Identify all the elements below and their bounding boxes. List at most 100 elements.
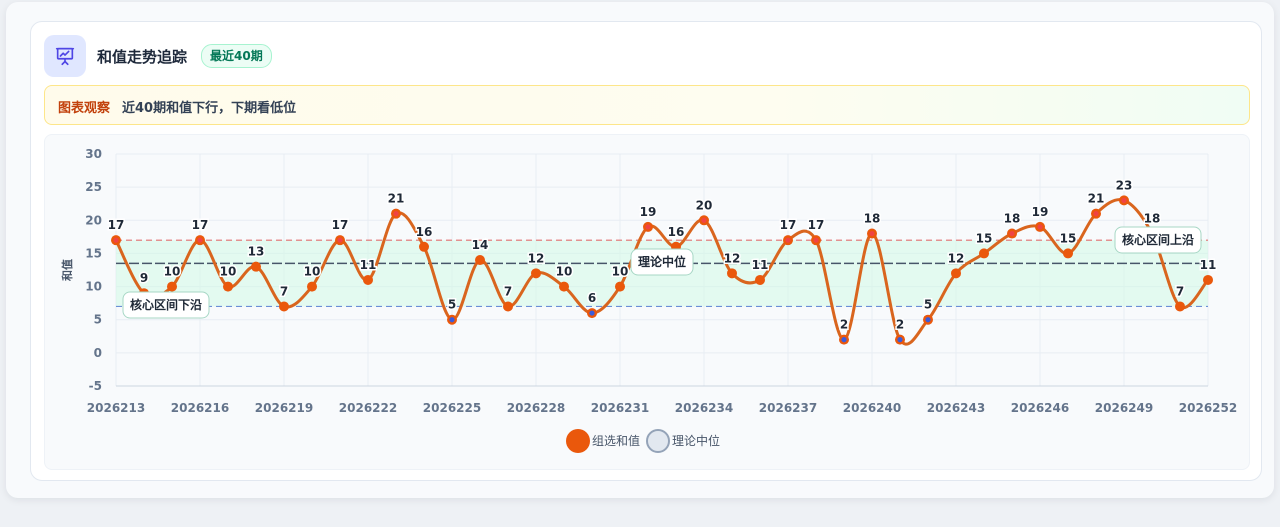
observation-text: 近40期和值下行，下期看低位 <box>122 101 297 116</box>
data-label: 20 <box>696 198 713 212</box>
card-title: 和值走势追踪 <box>97 48 188 66</box>
data-point-core <box>393 211 399 217</box>
data-point-core <box>449 317 455 323</box>
data-point-core <box>841 337 847 343</box>
data-label: 10 <box>304 265 321 279</box>
series-point-layer <box>111 195 1213 345</box>
data-point <box>951 268 961 279</box>
x-tick-label: 2026246 <box>1011 401 1069 415</box>
x-tick-label: 2026234 <box>675 401 733 415</box>
observation-banner: 图表观察 近40期和值下行，下期看低位 <box>44 85 1250 125</box>
x-tick-label: 2026213 <box>87 401 145 415</box>
data-label: 11 <box>752 258 769 272</box>
data-label: 11 <box>1200 258 1217 272</box>
data-label: 15 <box>976 231 993 245</box>
data-label: 5 <box>924 298 932 312</box>
x-tick-label: 2026219 <box>255 401 313 415</box>
data-label: 2 <box>896 318 904 332</box>
callout-layer: 核心区间下沿 理论中位 核心区间上沿 <box>122 226 1202 319</box>
data-point <box>279 301 289 312</box>
data-label: 14 <box>472 238 489 252</box>
data-point <box>531 268 541 279</box>
period-badge: 最近40期 <box>201 44 272 68</box>
data-point-core <box>645 224 651 230</box>
data-point <box>363 274 373 285</box>
data-point-core <box>197 237 203 243</box>
chart-legend[interactable]: 组选和值 理论中位 <box>566 429 720 453</box>
data-point <box>475 255 485 266</box>
data-point-core <box>925 317 931 323</box>
x-tick-label: 2026225 <box>423 401 481 415</box>
data-label: 12 <box>948 251 965 265</box>
observation-label: 图表观察 <box>58 101 111 116</box>
y-tick-label: -5 <box>89 379 102 393</box>
data-label: 6 <box>588 291 596 305</box>
data-label: 17 <box>808 218 825 232</box>
y-tick-label: 15 <box>85 246 102 260</box>
x-tick-label: 2026228 <box>507 401 565 415</box>
data-point <box>307 281 317 292</box>
data-label: 17 <box>108 218 125 232</box>
data-point <box>503 301 513 312</box>
data-point <box>167 281 177 292</box>
data-label: 16 <box>416 225 433 239</box>
y-tick-label: 25 <box>85 180 102 194</box>
legend-item-median[interactable]: 理论中位 <box>646 429 720 453</box>
page-container: 和值走势追踪 最近40期 图表观察 近40期和值下行，下期看低位 -5 0 5 10 1… <box>6 2 1274 498</box>
data-label: 18 <box>1144 212 1161 226</box>
x-tick-label: 2026249 <box>1095 401 1153 415</box>
legend-item-sum[interactable]: 组选和值 <box>566 429 640 453</box>
data-point-core <box>589 310 595 316</box>
data-point <box>615 281 625 292</box>
callout-core-low: 核心区间下沿 <box>122 291 210 319</box>
legend-label-sum: 组选和值 <box>592 433 640 448</box>
legend-label-median: 理论中位 <box>672 433 720 448</box>
callout-core-low-text: 核心区间下沿 <box>130 297 202 312</box>
data-label: 12 <box>528 251 545 265</box>
x-tick-label: 2026243 <box>927 401 985 415</box>
callout-core-high-text: 核心区间上沿 <box>1122 232 1194 247</box>
data-label: 21 <box>1088 192 1105 206</box>
data-point-core <box>113 237 119 243</box>
data-point-core <box>869 230 875 237</box>
chart-panel: -5 0 5 10 15 20 25 30 2026213 2026216 2026219 20262… <box>44 134 1250 470</box>
data-label: 21 <box>388 192 405 206</box>
data-label: 10 <box>164 265 181 279</box>
data-label: 5 <box>448 298 456 312</box>
data-point <box>755 274 765 285</box>
data-point <box>979 248 989 259</box>
data-point-core <box>701 217 707 223</box>
y-tick-label: 10 <box>85 280 102 294</box>
data-point <box>419 241 429 252</box>
data-point-core <box>337 237 343 243</box>
data-point-core <box>897 337 903 343</box>
data-point <box>1063 248 1073 259</box>
data-point <box>559 281 569 292</box>
data-point-core <box>1093 211 1099 217</box>
data-point-core <box>1037 224 1043 230</box>
data-label: 2 <box>840 318 848 332</box>
data-label: 7 <box>1176 284 1184 298</box>
data-label: 12 <box>724 251 741 265</box>
data-point-core <box>1121 197 1127 203</box>
data-label: 23 <box>1116 178 1133 192</box>
data-point-core <box>1009 230 1015 237</box>
data-label: 7 <box>504 284 512 298</box>
x-tick-label: 2026231 <box>591 401 649 415</box>
series-line-layer <box>114 198 1210 346</box>
data-label: 17 <box>780 218 797 232</box>
presentation-chart-icon <box>44 35 86 77</box>
data-label-layer: 17 9 10 17 10 13 7 10 17 11 21 16 5 14 7 12 10 6 10 19 16 20 1… <box>106 177 1218 333</box>
callout-median-text: 理论中位 <box>638 254 686 269</box>
data-point-core <box>813 237 819 243</box>
callout-core-high: 核心区间上沿 <box>1114 226 1202 254</box>
callout-median-box <box>630 248 694 276</box>
data-label: 15 <box>1060 231 1077 245</box>
x-tick-label: 2026240 <box>843 401 901 415</box>
data-label: 10 <box>612 265 629 279</box>
x-tick-label: 2026222 <box>339 401 397 415</box>
data-label: 9 <box>140 271 148 285</box>
data-point-core <box>785 237 791 243</box>
x-tick-label: 2026237 <box>759 401 817 415</box>
data-label: 13 <box>248 245 265 259</box>
